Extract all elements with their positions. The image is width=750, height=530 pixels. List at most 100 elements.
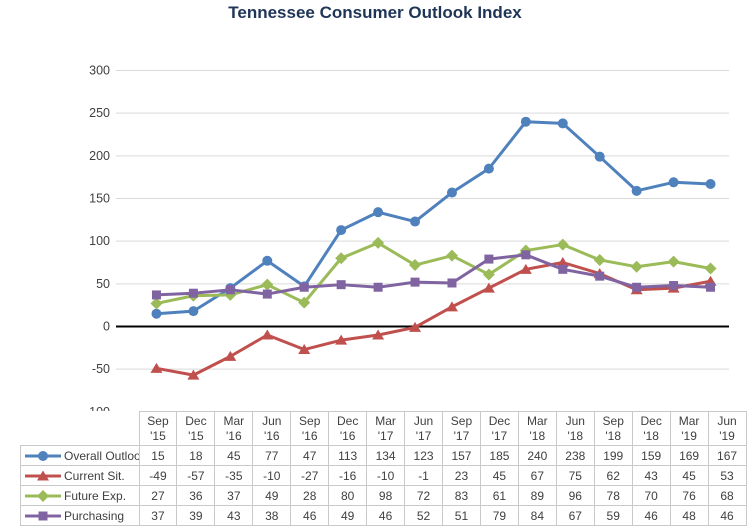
- table-header-cell: Dec '16: [328, 411, 368, 446]
- table-value-cell: 98: [366, 485, 406, 506]
- table-value-cell: 72: [404, 485, 443, 506]
- gridlines: [116, 70, 729, 370]
- table-value-cell: 46: [290, 505, 330, 526]
- chart-title: Tennessee Consumer Outlook Index: [228, 3, 522, 22]
- y-tick-label: -50: [92, 362, 110, 376]
- table-value-cell: 134: [366, 445, 406, 466]
- table-header-cell: Jun '17: [404, 411, 443, 446]
- table-value-cell: -27: [290, 465, 330, 486]
- data-point-marker: [151, 290, 161, 300]
- data-point-marker: [38, 450, 48, 461]
- table-row-current-sit: Current Sit. -49 -57 -35 -10 -27 -16 -10 -1 23 45 6…: [20, 465, 747, 486]
- table-value-cell: 240: [517, 445, 557, 466]
- data-point-marker: [336, 225, 347, 236]
- data-point-marker: [299, 282, 309, 292]
- table-value-cell: 167: [707, 445, 747, 466]
- table-header-cell: Mar '18: [517, 411, 557, 446]
- table-header-cell: Sep '16: [290, 411, 330, 446]
- legend-key-circle-icon: [25, 450, 61, 461]
- table-value-cell: 80: [328, 485, 368, 506]
- table-value-cell: 83: [442, 485, 481, 506]
- data-point-marker: [409, 259, 422, 272]
- table-row-overall-outlook: Overall Outlook 15 18 45 77 47 113 134 123 157 185…: [20, 445, 747, 466]
- data-point-marker: [594, 151, 605, 162]
- data-point-marker: [372, 329, 385, 340]
- table-header-cell: Jun '19: [707, 411, 747, 446]
- table-value-cell: 18: [176, 445, 216, 466]
- legend-key-purchasing: Purchasing: [20, 505, 140, 526]
- y-tick-label: 300: [89, 64, 110, 78]
- table-value-cell: -35: [214, 465, 254, 486]
- y-tick-label: 50: [96, 277, 110, 291]
- series-line: [154, 241, 713, 305]
- data-point-marker: [557, 118, 568, 129]
- series-line: [154, 253, 713, 297]
- table-header-cell: Jun '16: [252, 411, 292, 446]
- data-point-marker: [706, 282, 716, 292]
- table-value-cell: 51: [442, 505, 481, 526]
- data-point-marker: [37, 489, 49, 502]
- table-row-purchasing: Purchasing 37 39 43 38 46 49 46 52 51 79 84 67 59 46 48…: [20, 505, 747, 526]
- data-point-marker: [151, 308, 162, 319]
- table-value-cell: 77: [252, 445, 292, 466]
- series-name-label: Purchasing: [64, 508, 125, 523]
- table-value-cell: 62: [593, 465, 633, 486]
- legend-key-diamond-icon: [25, 489, 61, 502]
- table-value-cell: 79: [479, 505, 519, 526]
- data-point-marker: [37, 470, 49, 480]
- y-tick-label: 250: [89, 106, 110, 120]
- table-value-cell: 70: [631, 485, 671, 506]
- table-header-row: Sep '15 Dec '15 Mar '16 Jun '16 Sep '16 Dec '16 Mar '…: [20, 411, 747, 446]
- data-point-marker: [556, 257, 569, 268]
- series-purchasing: [151, 250, 716, 300]
- series-line: [154, 261, 713, 377]
- data-point-marker: [705, 178, 716, 189]
- series-name-label: Overall Outlook: [64, 448, 139, 463]
- data-point-marker: [630, 260, 643, 273]
- data-point-marker: [298, 296, 311, 309]
- series-line: [154, 120, 713, 316]
- table-header-cell: Dec '18: [631, 411, 671, 446]
- table-header-cell: Sep '15: [138, 411, 178, 446]
- table-row-future-exp: Future Exp. 27 36 37 49 28 80 98 72 83 61 89 96 78 70 7…: [20, 485, 747, 506]
- table-value-cell: -10: [252, 465, 292, 486]
- table-value-cell: 45: [214, 445, 254, 466]
- table-value-cell: 67: [555, 505, 595, 526]
- table-value-cell: -16: [328, 465, 368, 486]
- data-point-marker: [335, 252, 348, 265]
- table-value-cell: 113: [328, 445, 368, 466]
- table-value-cell: 45: [669, 465, 709, 486]
- y-tick-label: 100: [89, 234, 110, 248]
- data-point-marker: [556, 238, 569, 251]
- table-header-cell: Mar '17: [366, 411, 406, 446]
- data-point-marker: [482, 282, 495, 293]
- data-point-marker: [668, 177, 679, 188]
- data-table: Sep '15 Dec '15 Mar '16 Jun '16 Sep '16 Dec '16 Mar '…: [20, 411, 747, 526]
- table-value-cell: 38: [252, 505, 292, 526]
- data-point-marker: [593, 253, 606, 266]
- data-point-marker: [298, 344, 311, 355]
- table-header-cell: Jun '18: [555, 411, 595, 446]
- series-current-sit: [150, 257, 717, 380]
- data-point-marker: [669, 281, 679, 291]
- table-value-cell: 76: [669, 485, 709, 506]
- table-value-cell: -1: [404, 465, 443, 486]
- data-point-marker: [482, 268, 495, 281]
- table-value-cell: 157: [442, 445, 481, 466]
- table-value-cell: 238: [555, 445, 595, 466]
- data-point-marker: [521, 250, 531, 260]
- table-value-cell: 43: [631, 465, 671, 486]
- data-point-marker: [445, 249, 458, 262]
- data-point-marker: [373, 282, 383, 292]
- data-point-marker: [410, 277, 420, 287]
- table-value-cell: 37: [214, 485, 254, 506]
- data-point-marker: [187, 369, 200, 380]
- data-point-marker: [704, 262, 717, 275]
- table-value-cell: -10: [366, 465, 406, 486]
- table-header-cell: Sep '17: [442, 411, 481, 446]
- table-value-cell: 49: [328, 505, 368, 526]
- legend-key-triangle-icon: [25, 470, 61, 480]
- data-point-marker: [188, 288, 198, 298]
